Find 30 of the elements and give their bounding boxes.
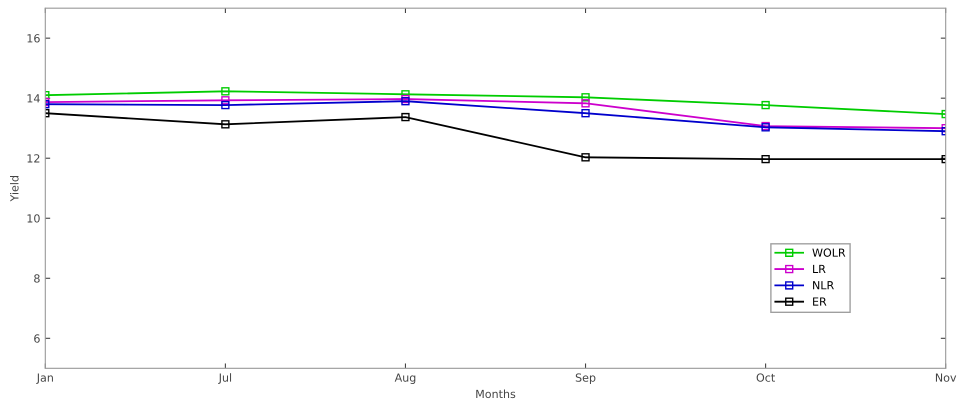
legend-label: WOLR xyxy=(812,248,846,257)
x-tick-label: Nov xyxy=(936,374,956,382)
x-tick-label: Sep xyxy=(576,373,596,384)
x-tick-label: Jan xyxy=(36,374,53,384)
legend-label: ER xyxy=(813,297,826,306)
x-tick-label: Oct xyxy=(756,373,775,382)
x-axis-title: Months xyxy=(476,390,516,398)
point xyxy=(221,96,230,104)
point xyxy=(761,100,770,110)
y-tick-label: 8 xyxy=(34,274,40,283)
legend-label: NLR xyxy=(813,281,834,290)
point xyxy=(581,109,590,118)
legend-label: LR xyxy=(813,264,826,273)
x-tick-label: Aug xyxy=(394,374,416,384)
point xyxy=(221,100,230,110)
y-axis-title: Yield xyxy=(10,176,19,202)
point xyxy=(401,112,410,122)
point xyxy=(221,120,230,128)
point xyxy=(581,93,590,102)
point xyxy=(401,97,410,106)
y-tick-label: 14 xyxy=(28,94,40,102)
y-tick-label: 6 xyxy=(34,334,40,343)
y-tick-label: 16 xyxy=(28,34,40,43)
point xyxy=(581,153,590,162)
point xyxy=(761,154,770,164)
x-tick-label: Jul xyxy=(218,373,232,384)
point xyxy=(221,87,230,96)
point xyxy=(581,99,590,108)
y-tick-label: 12 xyxy=(28,154,40,162)
y-tick-label: 10 xyxy=(28,214,40,223)
